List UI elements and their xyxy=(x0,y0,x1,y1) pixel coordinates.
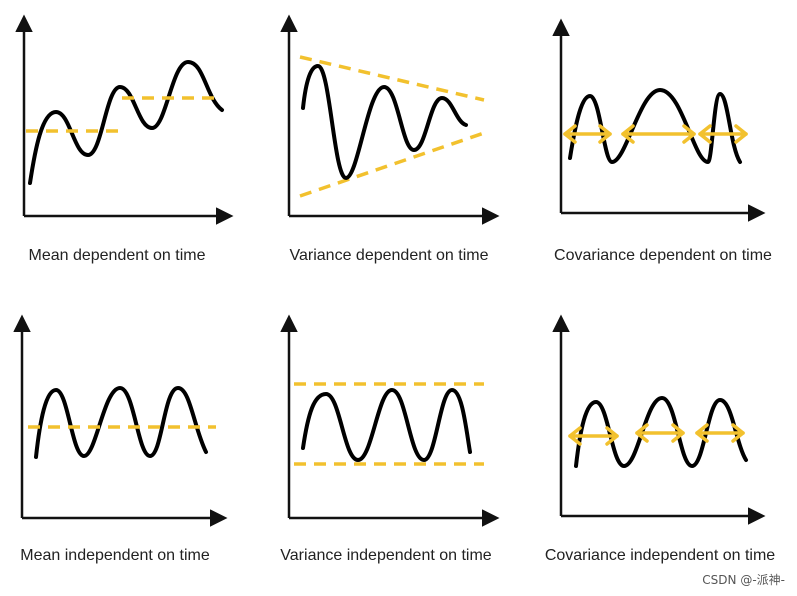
panel-covariance-dependent: Covariance dependent on time xyxy=(552,18,772,264)
lower-envelope-line xyxy=(299,131,485,198)
wave-curve xyxy=(301,63,468,181)
panel-variance-dependent: Variance dependent on time xyxy=(280,14,500,264)
covariance-arrow-long-middle xyxy=(621,124,696,144)
panel-covariance-independent: Covariance independent on time xyxy=(545,314,775,564)
covariance-arrow-short-left xyxy=(563,124,612,144)
wave-curve xyxy=(28,59,224,185)
panel-mean-independent: Mean independent on time xyxy=(13,314,228,564)
panel-caption: Mean independent on time xyxy=(20,547,210,564)
upper-envelope-line xyxy=(299,55,485,102)
axes xyxy=(13,314,228,527)
axes xyxy=(280,14,500,225)
covariance-arrow-short-right xyxy=(698,124,748,144)
panel-variance-independent: Variance independent on time xyxy=(280,314,500,564)
panel-caption: Variance dependent on time xyxy=(290,247,489,264)
covariance-arrow-right xyxy=(695,423,745,443)
panel-caption: Mean dependent on time xyxy=(28,247,205,264)
panel-caption: Variance independent on time xyxy=(280,547,492,564)
panel-caption: Covariance independent on time xyxy=(545,547,775,564)
covariance-arrow-middle xyxy=(635,423,685,443)
watermark-text: CSDN @-派神- xyxy=(702,573,785,587)
panel-caption: Covariance dependent on time xyxy=(554,247,772,264)
axes xyxy=(280,314,500,527)
wave-curve xyxy=(301,387,472,463)
wave-curve xyxy=(34,385,208,459)
axes xyxy=(15,14,234,225)
axes xyxy=(552,18,766,222)
wave-curve xyxy=(574,395,748,469)
covariance-arrow-left xyxy=(568,426,619,446)
wave-curve xyxy=(568,87,742,165)
panel-mean-dependent: Mean dependent on time xyxy=(15,14,234,264)
axes xyxy=(552,314,766,525)
